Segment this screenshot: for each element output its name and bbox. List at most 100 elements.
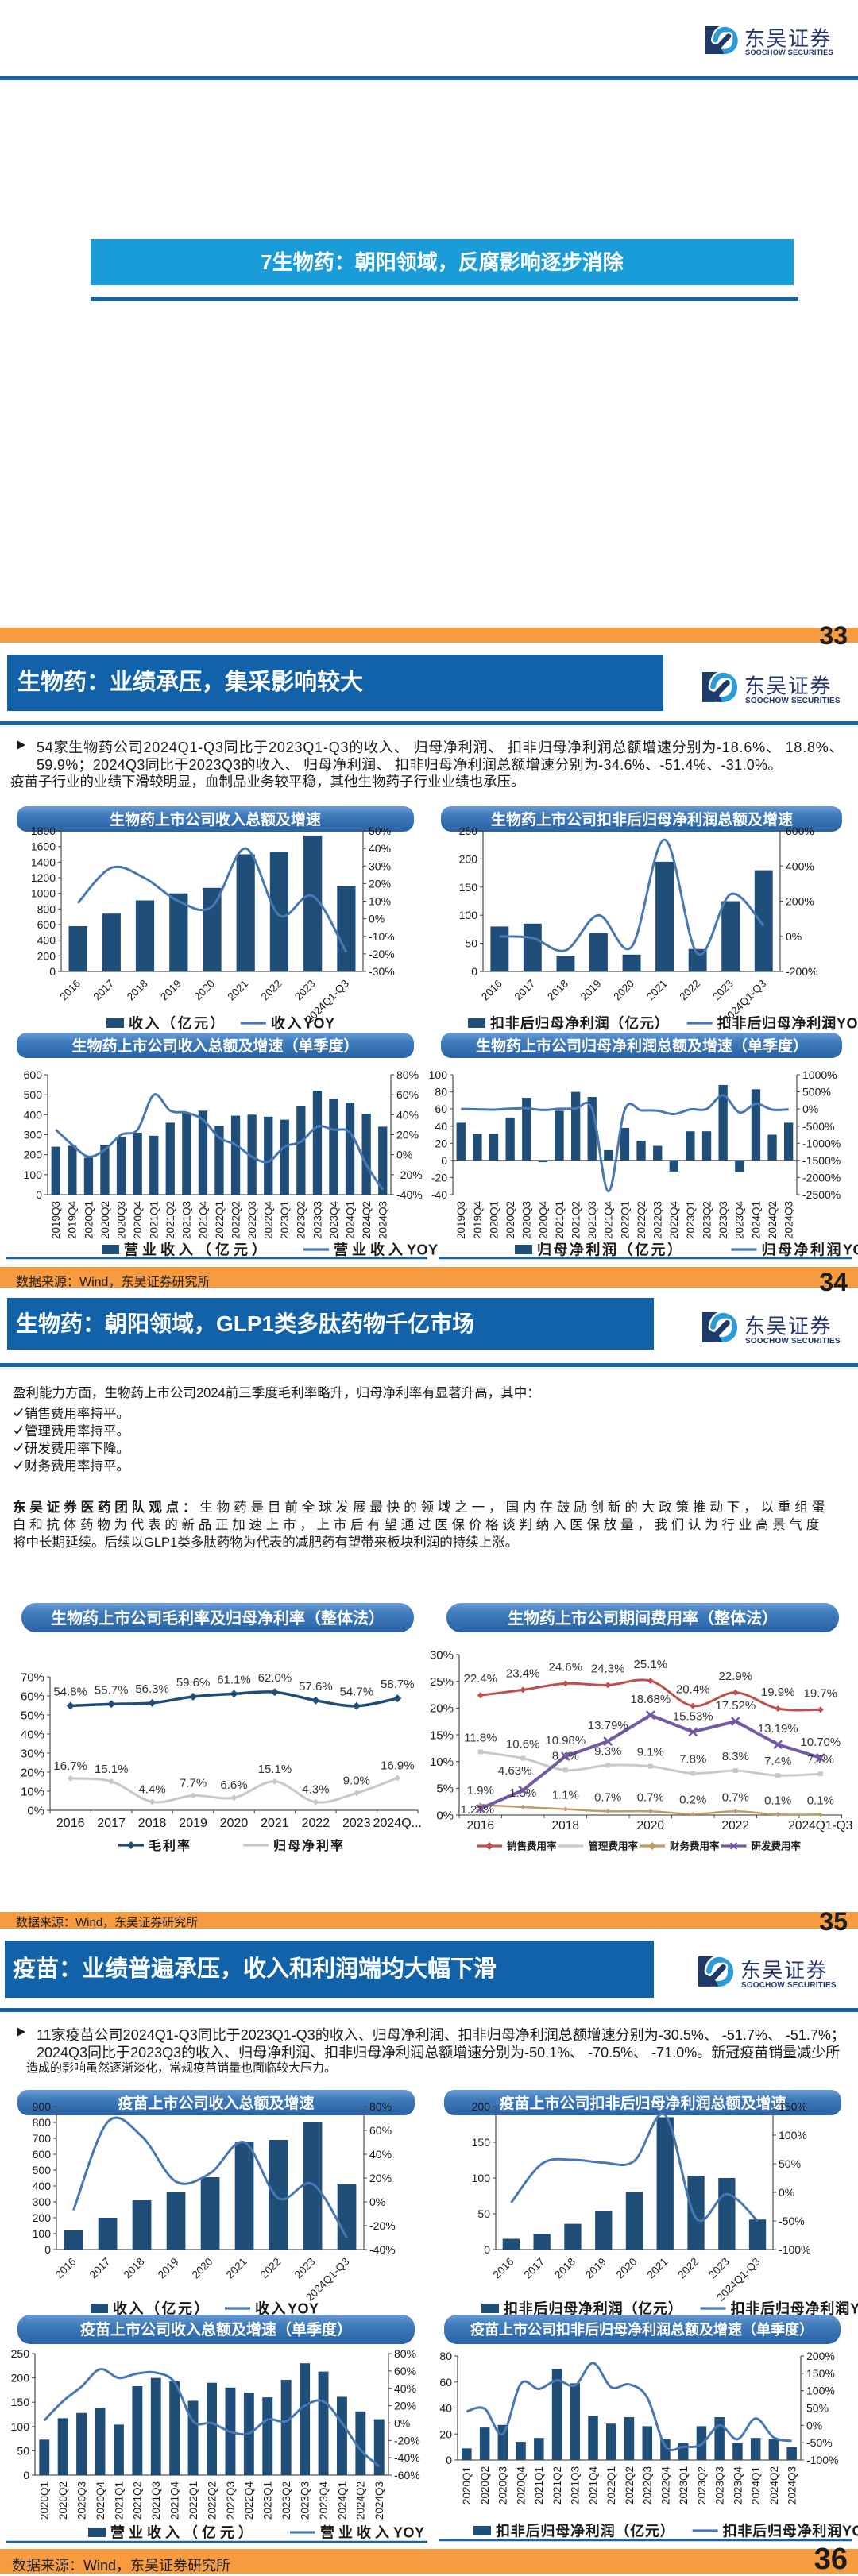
- svg-text:2024Q2: 2024Q2: [355, 2481, 367, 2520]
- svg-text:800: 800: [33, 2116, 52, 2129]
- svg-text:80: 80: [439, 2350, 452, 2362]
- svg-text:2024Q1: 2024Q1: [750, 2466, 762, 2505]
- svg-text:100: 100: [33, 2227, 52, 2240]
- svg-text:2021Q2: 2021Q2: [551, 2466, 563, 2505]
- svg-text:200: 200: [11, 2372, 30, 2385]
- svg-text:0%: 0%: [369, 2196, 385, 2208]
- svg-text:0: 0: [44, 2243, 51, 2256]
- svg-text:2020Q3: 2020Q3: [497, 2466, 509, 2505]
- svg-text:60: 60: [439, 2376, 452, 2389]
- svg-text:0: 0: [23, 2469, 29, 2481]
- svg-text:2020Q4: 2020Q4: [515, 2466, 527, 2505]
- svg-text:2020: 2020: [614, 2256, 640, 2281]
- svg-text:2020Q2: 2020Q2: [479, 2466, 491, 2505]
- svg-text:700: 700: [33, 2132, 52, 2145]
- svg-text:2021Q4: 2021Q4: [587, 2466, 599, 2505]
- svg-text:扣非后归母净利润YOY: 扣非后归母净利润YOY: [731, 2300, 858, 2317]
- svg-text:2021Q1: 2021Q1: [113, 2481, 125, 2520]
- svg-text:2021: 2021: [645, 2256, 671, 2281]
- svg-text:2023Q1: 2023Q1: [262, 2481, 274, 2520]
- svg-text:40%: 40%: [369, 2148, 392, 2161]
- svg-text:2022Q2: 2022Q2: [206, 2481, 218, 2520]
- svg-text:-100%: -100%: [806, 2454, 838, 2466]
- svg-text:营业收入（亿元）: 营业收入（亿元）: [110, 2524, 257, 2541]
- svg-text:2017: 2017: [521, 2256, 547, 2281]
- svg-text:2022Q4: 2022Q4: [243, 2481, 255, 2520]
- svg-text:2021Q2: 2021Q2: [132, 2481, 144, 2520]
- svg-text:300: 300: [33, 2196, 52, 2208]
- svg-text:2021Q3: 2021Q3: [570, 2466, 582, 2505]
- svg-text:2020Q3: 2020Q3: [75, 2481, 87, 2520]
- svg-text:900: 900: [33, 2100, 52, 2113]
- svg-text:-60%: -60%: [394, 2469, 420, 2481]
- svg-text:2022Q4: 2022Q4: [659, 2466, 671, 2505]
- svg-text:2023Q3: 2023Q3: [300, 2481, 311, 2520]
- svg-text:2020Q4: 2020Q4: [95, 2481, 106, 2520]
- svg-text:疫苗上市公司扣非后归母净利润总额及增速（单季度）: 疫苗上市公司扣非后归母净利润总额及增速（单季度）: [470, 2321, 814, 2338]
- svg-text:营业收入YOY: 营业收入YOY: [320, 2524, 425, 2541]
- svg-text:20%: 20%: [394, 2400, 416, 2412]
- svg-text:2021: 2021: [224, 2256, 249, 2281]
- svg-text:扣非后归母净利润YOY: 扣非后归母净利润YOY: [723, 2523, 858, 2539]
- svg-text:600: 600: [33, 2148, 52, 2161]
- svg-text:2016: 2016: [53, 2256, 79, 2281]
- svg-text:2024Q3: 2024Q3: [373, 2481, 385, 2520]
- svg-text:2023: 2023: [706, 2256, 732, 2281]
- svg-text:2024Q3: 2024Q3: [786, 2466, 798, 2505]
- svg-text:150: 150: [11, 2396, 30, 2408]
- svg-text:2022: 2022: [258, 2256, 284, 2281]
- svg-text:0%: 0%: [779, 2186, 794, 2199]
- svg-text:2024Q2: 2024Q2: [768, 2466, 780, 2505]
- svg-text:2021Q4: 2021Q4: [169, 2481, 181, 2520]
- svg-text:2022Q1: 2022Q1: [187, 2481, 199, 2520]
- svg-text:2023: 2023: [292, 2256, 318, 2281]
- svg-text:-20%: -20%: [394, 2434, 420, 2447]
- svg-text:0%: 0%: [806, 2419, 822, 2431]
- svg-text:2022: 2022: [675, 2256, 701, 2281]
- svg-text:2024Q1: 2024Q1: [336, 2481, 348, 2520]
- svg-text:150: 150: [472, 2136, 491, 2149]
- svg-text:0: 0: [484, 2243, 490, 2256]
- svg-text:2023Q3: 2023Q3: [714, 2466, 726, 2505]
- svg-text:50: 50: [477, 2207, 490, 2220]
- svg-text:2018: 2018: [122, 2256, 147, 2281]
- svg-text:60%: 60%: [369, 2124, 392, 2137]
- svg-text:疫苗上市公司扣非后归母净利润总额及增速: 疫苗上市公司扣非后归母净利润总额及增速: [499, 2094, 786, 2112]
- svg-text:500: 500: [33, 2164, 52, 2176]
- svg-text:2022Q1: 2022Q1: [605, 2466, 617, 2505]
- svg-text:100: 100: [472, 2172, 491, 2184]
- svg-text:-40%: -40%: [369, 2243, 396, 2256]
- svg-text:2020: 2020: [190, 2256, 215, 2281]
- svg-text:疫苗上市公司收入总额及增速: 疫苗上市公司收入总额及增速: [118, 2094, 314, 2112]
- svg-text:2023Q4: 2023Q4: [318, 2481, 330, 2520]
- svg-text:50: 50: [17, 2444, 29, 2457]
- svg-text:40: 40: [439, 2402, 452, 2415]
- svg-text:2019: 2019: [583, 2256, 609, 2281]
- svg-text:-50%: -50%: [806, 2436, 833, 2449]
- svg-text:-100%: -100%: [779, 2243, 810, 2256]
- svg-text:400: 400: [33, 2180, 52, 2192]
- svg-text:50%: 50%: [806, 2402, 829, 2415]
- svg-text:250: 250: [11, 2347, 30, 2360]
- svg-text:扣非后归母净利润（亿元）: 扣非后归母净利润（亿元）: [496, 2523, 675, 2539]
- svg-text:-50%: -50%: [779, 2215, 805, 2227]
- svg-text:2020Q1: 2020Q1: [461, 2466, 473, 2505]
- svg-text:100%: 100%: [806, 2385, 835, 2397]
- svg-text:2020Q2: 2020Q2: [57, 2481, 69, 2520]
- svg-text:2022Q3: 2022Q3: [642, 2466, 654, 2505]
- svg-text:200: 200: [472, 2100, 491, 2113]
- svg-text:50%: 50%: [779, 2157, 801, 2170]
- svg-text:80%: 80%: [394, 2347, 416, 2360]
- svg-text:0: 0: [446, 2454, 452, 2466]
- svg-text:2022Q2: 2022Q2: [624, 2466, 636, 2505]
- svg-text:2019: 2019: [156, 2256, 181, 2281]
- svg-text:收入（亿元）: 收入（亿元）: [113, 2300, 211, 2317]
- svg-text:2021Q3: 2021Q3: [150, 2481, 162, 2520]
- svg-text:2023Q1: 2023Q1: [678, 2466, 690, 2505]
- svg-text:0%: 0%: [394, 2417, 410, 2430]
- svg-text:2023Q2: 2023Q2: [280, 2481, 292, 2520]
- svg-text:2018: 2018: [552, 2256, 578, 2281]
- svg-text:2017: 2017: [87, 2256, 113, 2281]
- svg-text:2023Q4: 2023Q4: [732, 2466, 744, 2505]
- svg-text:20%: 20%: [369, 2172, 392, 2184]
